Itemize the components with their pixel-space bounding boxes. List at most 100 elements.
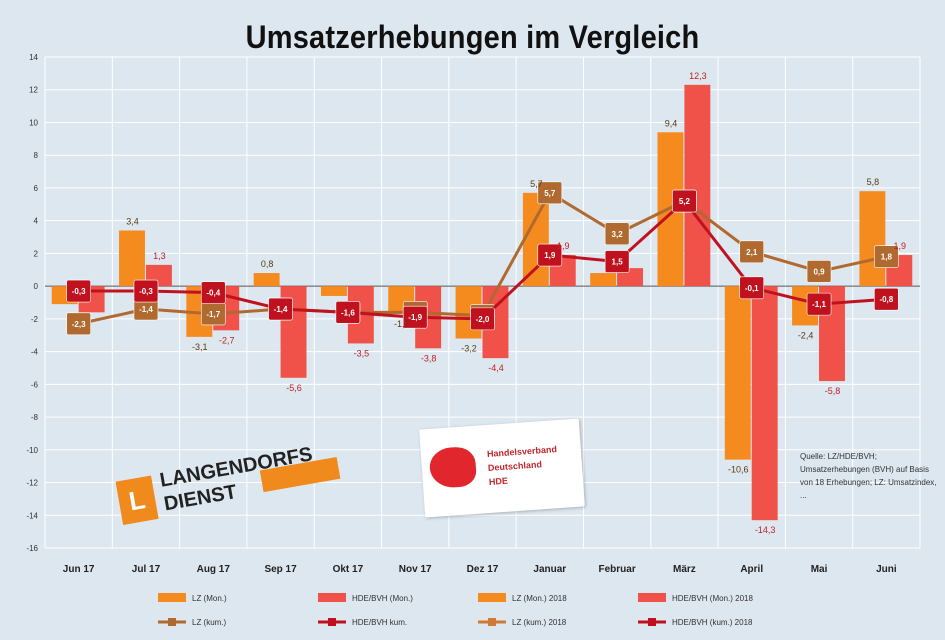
bar-value-label: -3,2 (461, 344, 477, 354)
legend-label: LZ (kum.) 2018 (512, 618, 567, 627)
bar-value-label: -2,4 (798, 330, 814, 340)
bar-value-label: 0,8 (261, 259, 274, 269)
x-tick-label: Okt 17 (333, 564, 364, 575)
y-tick-label: -16 (26, 544, 38, 553)
bar-value-label: 1,9 (557, 241, 570, 251)
y-tick-label: 12 (29, 86, 38, 95)
line-marker (402, 305, 428, 329)
line-value-label: -2,3 (72, 320, 86, 329)
data-labels: 3,4 -3,1 0,8 -1,7 -3,2 5,7 9,4 -10,6 -2,4 5,8 1,3 -… (126, 71, 906, 535)
bar-value-label: 5,7 (530, 179, 543, 189)
bar (590, 273, 617, 287)
y-axis: 14 12 10 8 6 4 2 0 -2 -4 -6 -8 -10 -12 -14 -16 (26, 53, 38, 553)
legend-label: HDE/BVH kum. (352, 618, 407, 627)
bar-value-label: 3,4 (126, 216, 139, 226)
x-tick-label: April (740, 564, 763, 575)
y-tick-label: -4 (31, 348, 39, 357)
bar-value-label: -14,3 (755, 525, 776, 535)
legend-label: LZ (kum.) (192, 618, 227, 627)
legend-swatch (478, 593, 506, 602)
legend-label: HDE/BVH (Mon.) 2018 (672, 594, 753, 603)
legend-label: LZ (Mon.) 2018 (512, 594, 567, 603)
y-tick-label: -6 (31, 380, 39, 389)
legend-label: HDE/BVH (kum.) 2018 (672, 618, 753, 627)
line-value-label: 0,9 (813, 267, 825, 276)
y-tick-label: 2 (34, 249, 39, 258)
line-value-label: 1,8 (881, 253, 893, 262)
x-tick-label: Aug 17 (197, 564, 231, 575)
hde-logo: Handelsverband Deutschland HDE (419, 418, 585, 518)
bar-value-label: -10,6 (728, 465, 749, 475)
line-value-label: 5,7 (544, 189, 556, 198)
bar-value-label: 9,4 (665, 118, 678, 128)
line-value-label: 1,5 (612, 258, 624, 267)
line-value-label: 1,9 (544, 251, 556, 260)
legend-marker (488, 618, 496, 626)
line-marker (874, 245, 899, 268)
line-marker (66, 312, 91, 336)
legend-swatch (638, 593, 666, 602)
y-tick-label: -10 (26, 446, 38, 455)
x-tick-label: März (673, 564, 696, 575)
line-value-label: 3,2 (612, 230, 624, 239)
chart-title: Umsatzerhebungen im Vergleich (245, 20, 700, 56)
line-value-label: -0,1 (745, 284, 759, 293)
line-value-label: -1,4 (274, 305, 288, 314)
legend-marker (328, 618, 336, 626)
line-marker (874, 287, 899, 311)
bar-value-label: 1,3 (153, 251, 166, 261)
bar (522, 192, 549, 287)
line-marker (133, 279, 159, 303)
bar (724, 286, 751, 460)
x-tick-label: Mai (811, 564, 828, 575)
bar (751, 286, 778, 521)
x-tick-label: Januar (533, 564, 566, 575)
legend-marker (168, 618, 176, 626)
y-tick-label: 0 (34, 282, 39, 291)
line-marker (200, 281, 226, 304)
y-tick-label: -8 (31, 413, 39, 422)
line-value-label: 5,2 (679, 197, 691, 206)
germany-map-icon (428, 445, 478, 489)
hde-line-3: HDE (488, 475, 509, 487)
legend: LZ (Mon.) HDE/BVH (Mon.) LZ (Mon.) 2018 HDE… (158, 593, 753, 627)
line-marker (470, 307, 495, 331)
line-marker (604, 250, 630, 273)
y-tick-label: 4 (34, 217, 39, 226)
bar-value-label: -1,7 (394, 319, 410, 329)
bar (859, 191, 886, 287)
x-tick-label: Dez 17 (467, 564, 499, 575)
line-marker (806, 292, 832, 316)
x-tick-label: Sep 17 (264, 564, 297, 575)
line-value-label: -2,0 (476, 315, 490, 324)
line-marker (537, 243, 563, 267)
line-marker (672, 189, 697, 213)
hde-line-1: Handelsverband (486, 444, 558, 460)
line-value-label: -1,6 (341, 308, 355, 317)
y-tick-label: 10 (29, 118, 38, 127)
x-axis: Jun 17 Jul 17 Aug 17 Sep 17 Okt 17 Nov 17 Dez … (63, 564, 897, 575)
x-tick-label: Jul 17 (132, 564, 161, 575)
bar (253, 273, 280, 287)
line-marker (604, 222, 630, 246)
line-marker (739, 240, 765, 264)
bar-value-label: 12,3 (689, 71, 707, 81)
bar-value-label: -3,8 (421, 353, 437, 363)
langendorfs-mark: L (115, 475, 159, 526)
line-marker (66, 279, 91, 303)
y-tick-label: 6 (34, 184, 39, 193)
line-value-label: -0,3 (139, 287, 153, 296)
x-tick-label: Jun 17 (63, 564, 95, 575)
x-tick-label: Nov 17 (399, 564, 432, 575)
y-tick-label: -2 (31, 315, 39, 324)
bar-value-label: -2,7 (219, 335, 235, 345)
source-note: Quelle: LZ/HDE/BVH; Umsatzerhebungen (BV… (800, 452, 937, 500)
line-value-label: -1,9 (408, 313, 422, 322)
bar-value-label: 1,9 (894, 241, 907, 251)
y-tick-label: -12 (26, 479, 38, 488)
line-value-label: 2,1 (746, 248, 758, 257)
y-tick-label: -14 (26, 511, 38, 520)
line-marker (335, 301, 361, 324)
line-marker (739, 276, 765, 300)
